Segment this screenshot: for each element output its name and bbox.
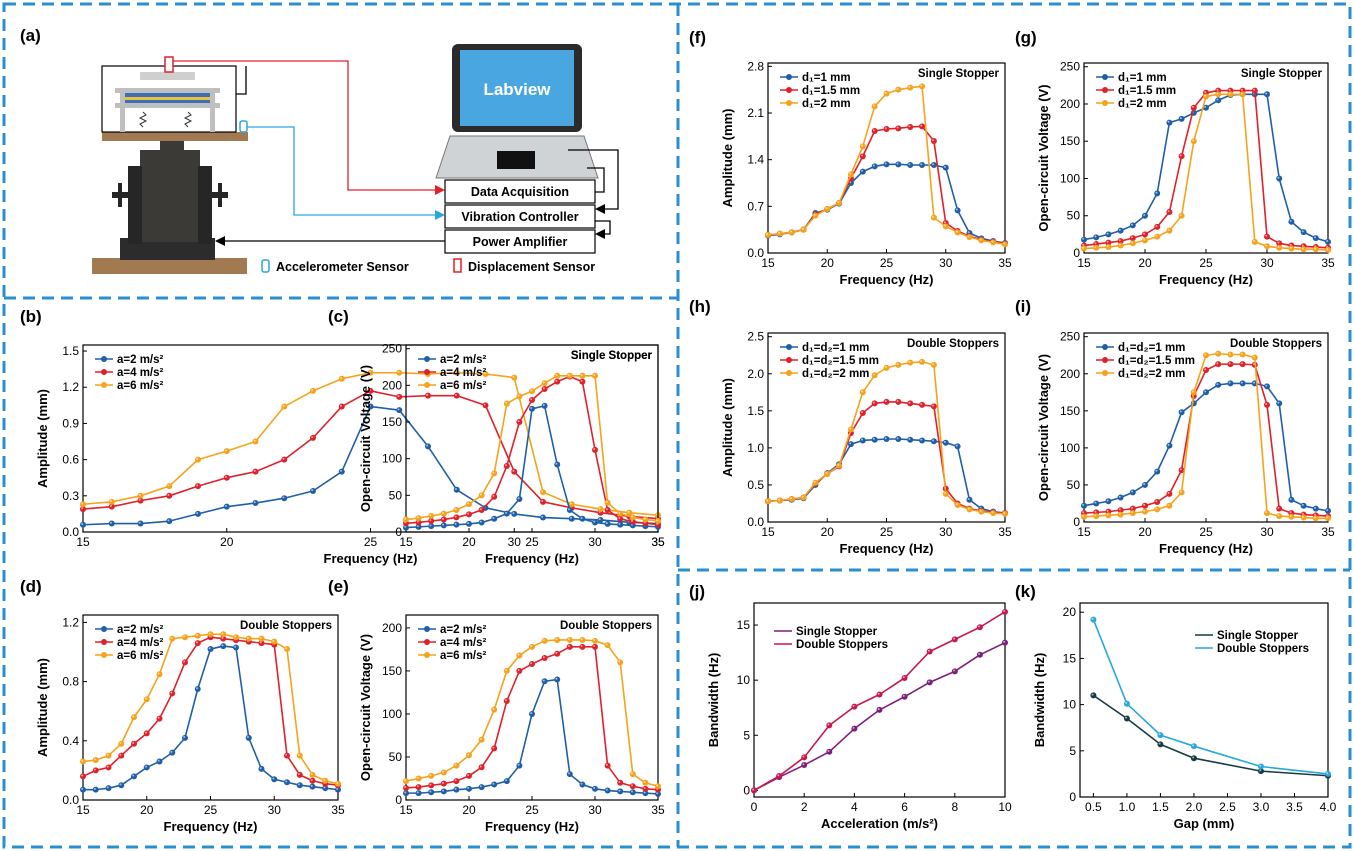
accelerometer-sensor-icon: [239, 120, 248, 133]
accelerometer-legend-icon: [261, 259, 270, 273]
accelerometer-legend-label: Accelerometer Sensor: [276, 260, 409, 274]
power-amplifier-label: Power Amplifier: [473, 235, 568, 249]
displacement-legend-icon: [453, 258, 462, 273]
vibration-controller-box: [444, 204, 596, 229]
displacement-legend-label: Displacement Sensor: [468, 260, 595, 274]
panel-label-a: (a): [20, 26, 41, 45]
experimental-setup-schematic: (a) Labview Data Acquisition: [20, 26, 619, 274]
laptop-icon: [435, 44, 599, 179]
vibration-shaker: [92, 65, 248, 274]
data-acquisition-label: Data Acquisition: [471, 185, 569, 199]
vibration-controller-label: Vibration Controller: [461, 210, 578, 224]
signal-wires: [173, 60, 619, 246]
displacement-sensor-icon: [164, 56, 174, 73]
laptop-title: Labview: [483, 80, 551, 99]
